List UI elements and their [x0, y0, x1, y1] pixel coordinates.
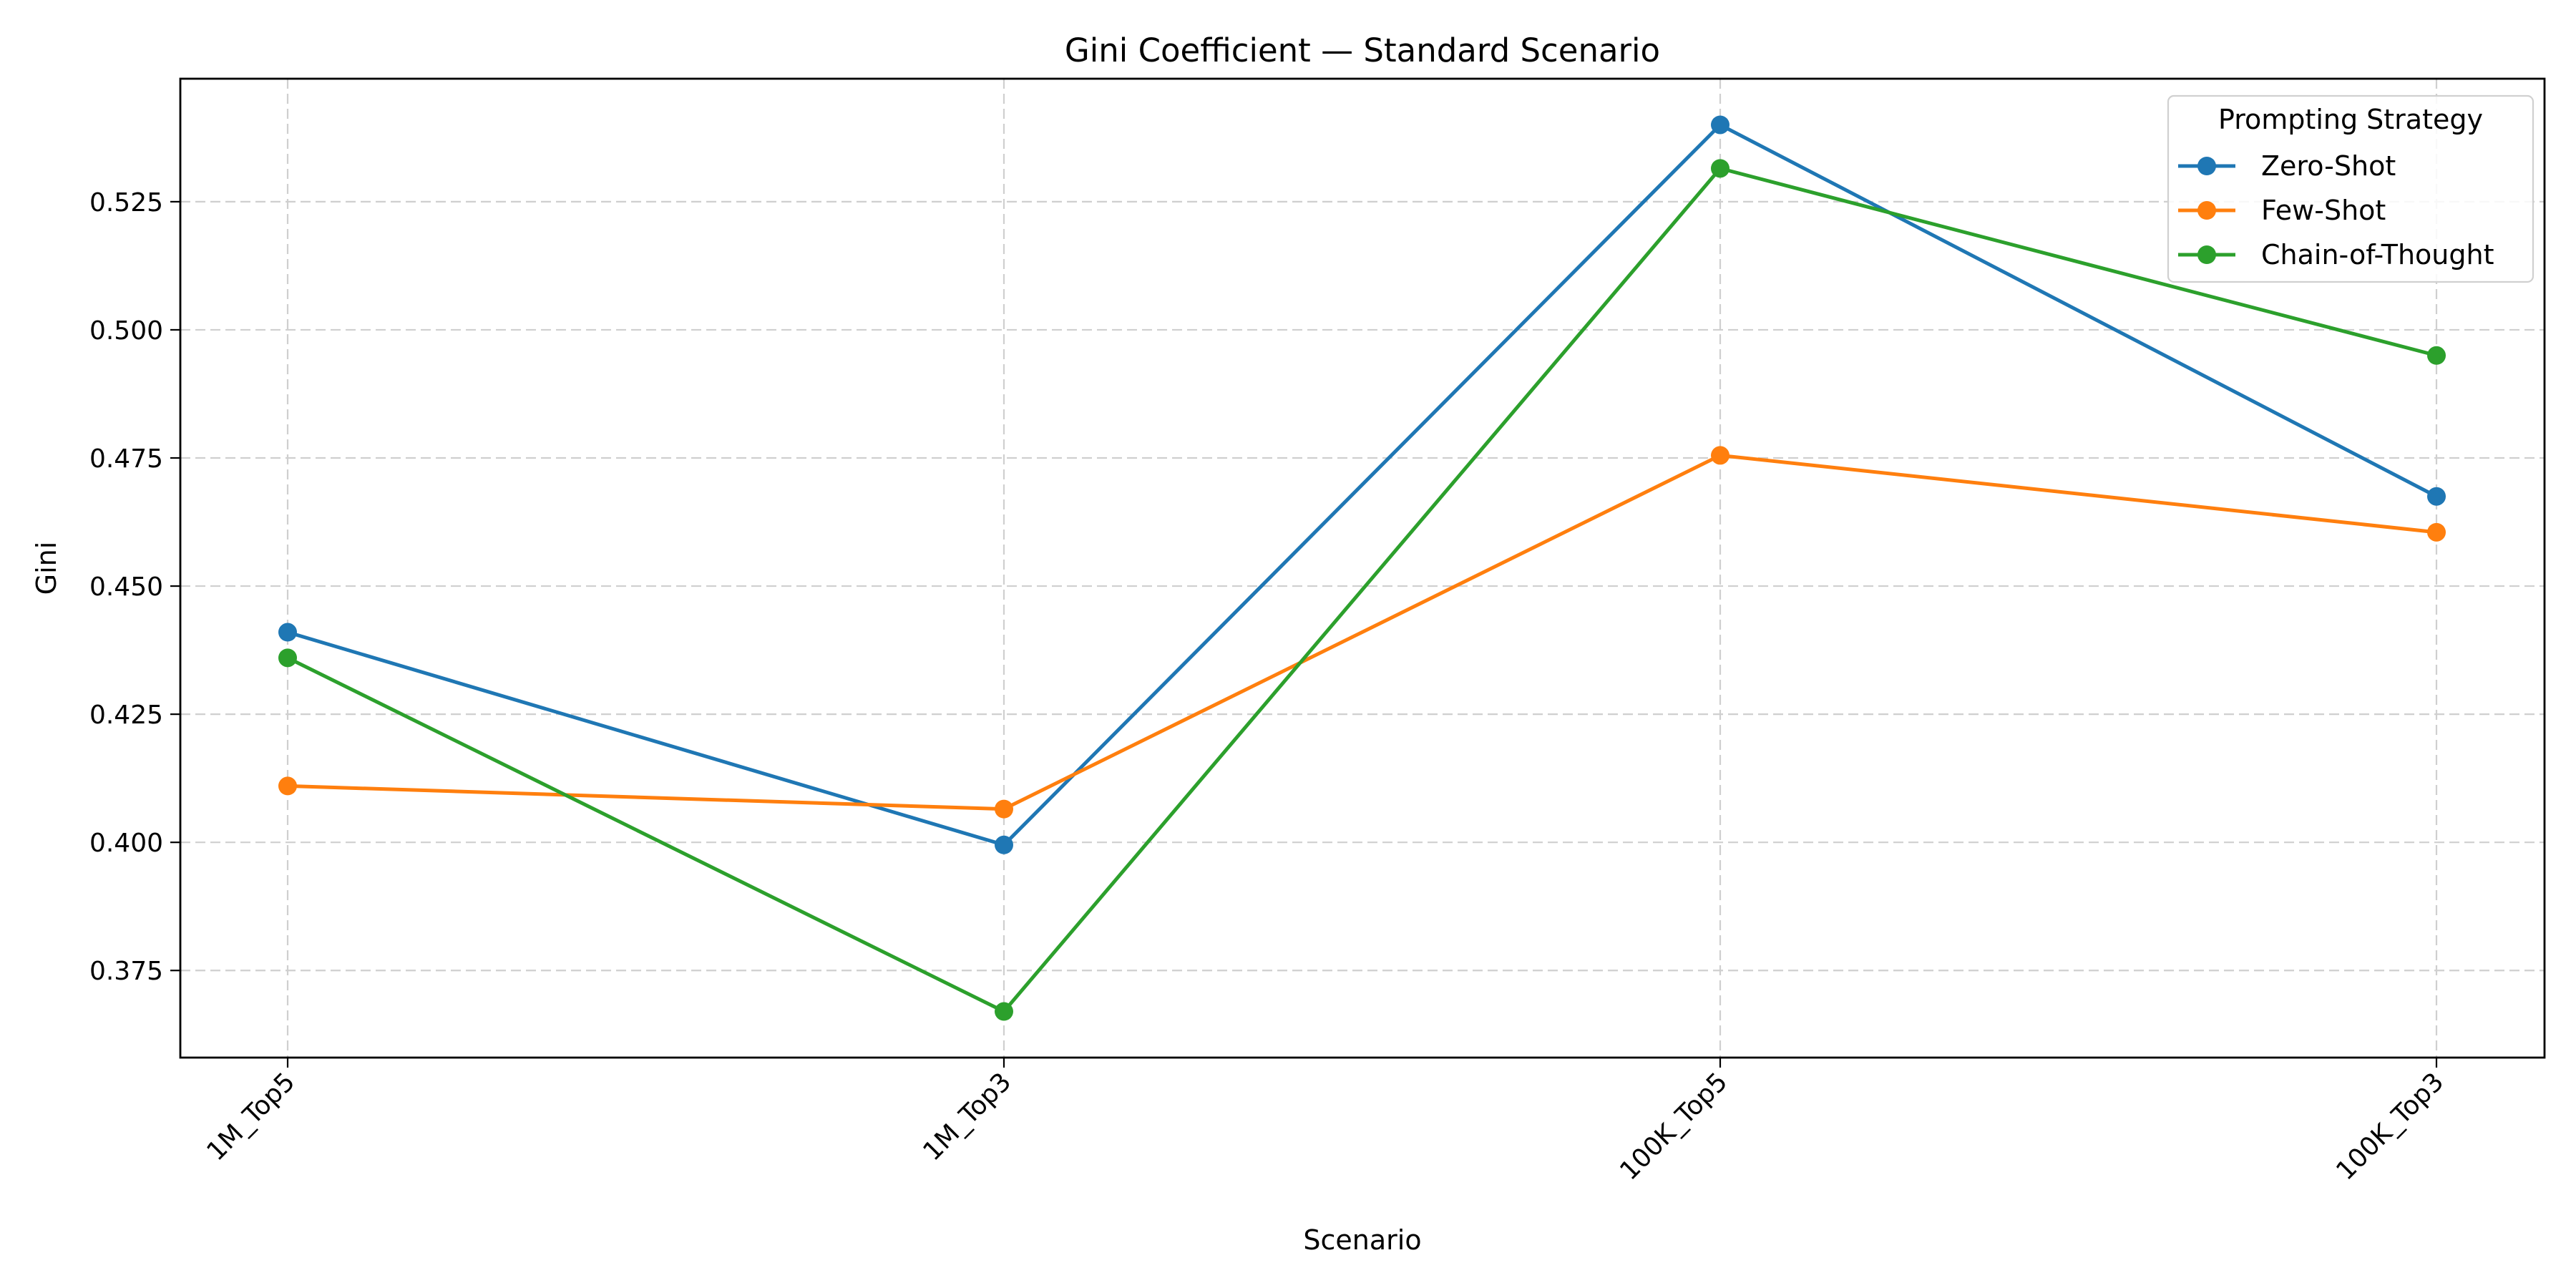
legend: Prompting Strategy Zero-Shot Few-Shot Chai… [2167, 94, 2534, 283]
series-layer [278, 115, 2446, 1021]
legend-box [2167, 94, 2534, 283]
y-tick-label: 0.450 [89, 572, 163, 602]
series-line-few-shot [287, 453, 2437, 811]
x-axis-label: Scenario [1303, 1224, 1421, 1256]
legend-swatch-marker [2197, 201, 2216, 220]
y-tick-label: 0.425 [89, 701, 163, 730]
x-tick-label: 100K_Top5 [1614, 1067, 1733, 1186]
legend-swatch-marker [2197, 245, 2216, 264]
data-point-few-shot [995, 799, 1013, 819]
series-line-chain-of-thought [286, 166, 2437, 1014]
legend-label: Chain-of-Thought [2261, 239, 2494, 270]
data-point-few-shot [278, 776, 297, 796]
legend-title: Prompting Strategy [2218, 104, 2483, 135]
legend-entry-few-shot: Few-Shot [2178, 195, 2386, 226]
x-tick-label: 1M_Top3 [917, 1067, 1017, 1166]
y-tick-label: 0.525 [89, 188, 163, 218]
y-tick-label: 0.375 [89, 957, 163, 986]
data-point-chain-of-thought [278, 648, 297, 668]
plot-frame [179, 77, 2546, 1059]
series-zero-shot [278, 115, 2446, 854]
x-tick-label: 100K_Top3 [2331, 1067, 2449, 1186]
data-point-zero-shot [278, 623, 297, 642]
series-line-zero-shot [287, 122, 2438, 847]
legend-entries: Zero-Shot Few-Shot Chain-of-Thought [2178, 150, 2494, 270]
data-point-chain-of-thought [1711, 159, 1729, 178]
legend-swatch-marker [2197, 157, 2216, 175]
x-tick-label: 1M_Top5 [201, 1067, 301, 1166]
y-tick-label: 0.475 [89, 444, 163, 474]
data-point-zero-shot [2427, 487, 2446, 506]
grid [180, 79, 2545, 1058]
legend-entry-zero-shot: Zero-Shot [2178, 150, 2396, 182]
legend-label: Few-Shot [2261, 195, 2386, 226]
data-point-zero-shot [1711, 115, 1729, 135]
series-few-shot [278, 446, 2446, 819]
axis-ticks: 1M_Top5 1M_Top3 100K_Top5 100K_Top3 0.375 0.4… [89, 188, 2449, 1186]
chart-title: Gini Coefficient — Standard Scenario [1065, 31, 1660, 69]
y-tick-label: 0.400 [89, 829, 163, 858]
data-point-zero-shot [995, 835, 1013, 854]
data-point-chain-of-thought [2427, 346, 2446, 365]
series-chain-of-thought [278, 159, 2446, 1021]
legend-entry-chain-of-thought: Chain-of-Thought [2178, 239, 2494, 270]
y-axis-label: Gini [31, 542, 62, 595]
data-point-chain-of-thought [995, 1002, 1013, 1021]
y-tick-label: 0.500 [89, 316, 163, 346]
data-point-few-shot [1711, 446, 1729, 465]
legend-label: Zero-Shot [2261, 150, 2396, 182]
data-point-few-shot [2427, 522, 2446, 542]
